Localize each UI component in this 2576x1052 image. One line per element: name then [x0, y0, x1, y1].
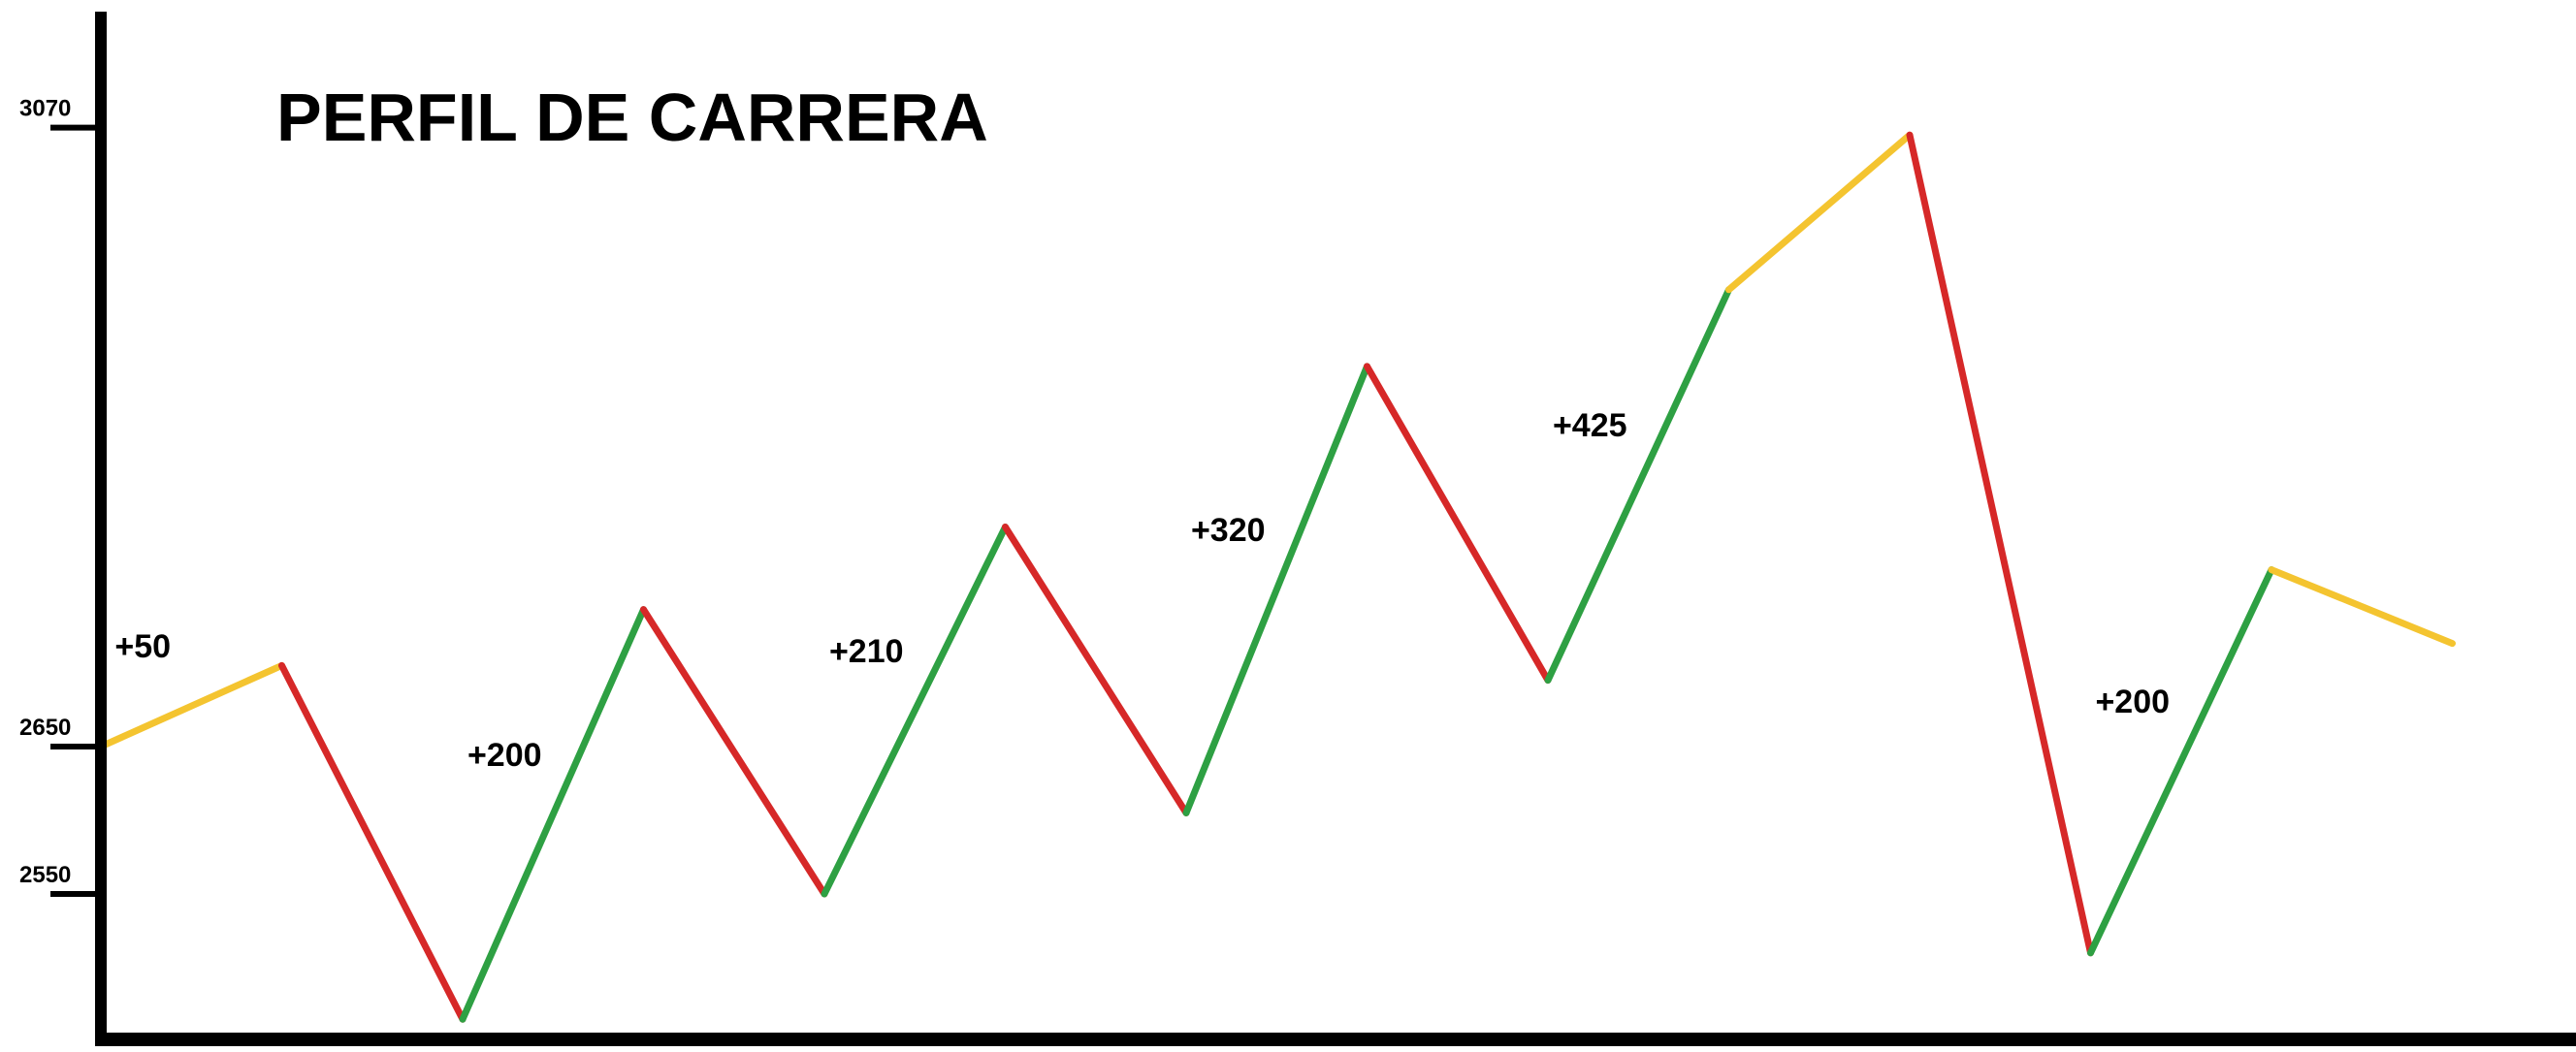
- profile-segment-12: [2087, 566, 2275, 957]
- climb-label-6: +200: [2095, 684, 2170, 720]
- profile-segment-3: [459, 606, 647, 1023]
- climb-label-3: +210: [829, 633, 904, 670]
- profile-segment-5: [821, 524, 1009, 898]
- profile-segment-2: [278, 661, 467, 1023]
- segment-annotations: +50 +200 +210 +320 +425 +200: [114, 407, 2170, 774]
- profile-segment-13: [2268, 566, 2456, 648]
- climb-label-1: +50: [114, 628, 171, 665]
- profile-segment-11: [1906, 131, 2094, 957]
- y-tick-label-2650: 2650: [19, 715, 71, 741]
- climb-label-4: +320: [1191, 512, 1266, 549]
- profile-segment-10: [1725, 131, 1914, 294]
- profile-segment-9: [1544, 286, 1732, 685]
- chart-title: PERFIL DE CARRERA: [276, 80, 988, 155]
- profile-segment-8: [1364, 363, 1552, 685]
- profile-segment-4: [640, 606, 828, 898]
- y-tick-label-3070: 3070: [19, 96, 71, 122]
- y-axis-ticks: 3070 2650 2550: [19, 96, 101, 897]
- y-tick-label-2550: 2550: [19, 862, 71, 888]
- profile-series: [97, 131, 2456, 1023]
- climb-label-2: +200: [467, 737, 542, 774]
- climb-label-5: +425: [1553, 407, 1627, 444]
- profile-segment-7: [1182, 363, 1370, 816]
- profile-segment-6: [1002, 524, 1190, 816]
- profile-segment-1: [97, 661, 285, 750]
